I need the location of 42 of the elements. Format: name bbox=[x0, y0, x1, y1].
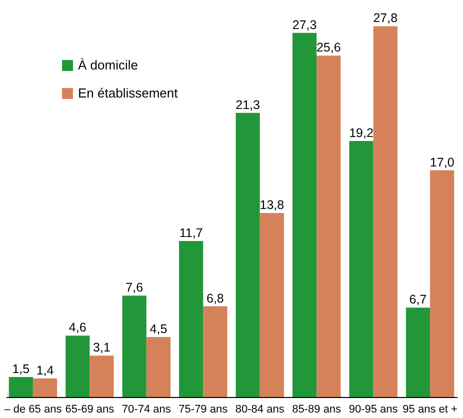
bar bbox=[373, 26, 398, 397]
bar bbox=[179, 240, 204, 397]
bar bbox=[146, 336, 171, 397]
data-label: 4,5 bbox=[150, 322, 168, 336]
x-tick-label: – de 65 ans bbox=[4, 404, 62, 416]
bar bbox=[90, 356, 114, 397]
x-tick-label: 85-89 ans bbox=[292, 404, 342, 416]
data-label: 11,7 bbox=[179, 226, 203, 240]
bar bbox=[430, 170, 454, 397]
data-label: 1,4 bbox=[36, 363, 54, 378]
data-label: 7,6 bbox=[126, 280, 144, 295]
bar bbox=[203, 306, 228, 397]
bar bbox=[66, 336, 90, 397]
data-label: 3,1 bbox=[93, 340, 110, 355]
bar bbox=[316, 56, 341, 397]
data-label: 25,6 bbox=[316, 40, 341, 55]
x-tick-label: 90-95 ans bbox=[348, 404, 398, 416]
data-label: 27,8 bbox=[373, 11, 398, 26]
bar bbox=[292, 32, 317, 397]
x-tick-label: 75-79 ans bbox=[178, 404, 228, 416]
bar bbox=[32, 378, 58, 397]
data-label: 4,6 bbox=[68, 320, 86, 335]
data-label: 6,8 bbox=[206, 291, 224, 306]
x-tick-label: 80-84 ans bbox=[235, 404, 285, 416]
data-label: 27,3 bbox=[292, 18, 317, 32]
bar bbox=[349, 140, 374, 397]
bar bbox=[236, 112, 260, 397]
x-tick-label: 70-74 ans bbox=[122, 404, 172, 416]
legend-label: En établissement bbox=[78, 86, 178, 100]
legend-label: À domicile bbox=[78, 58, 138, 72]
x-tick-label: 95 ans et + bbox=[402, 404, 458, 416]
data-label: 17,0 bbox=[430, 155, 454, 170]
bar bbox=[8, 376, 33, 397]
data-label: 21,3 bbox=[236, 98, 260, 112]
x-tick-label: 65-69 ans bbox=[65, 404, 115, 416]
bar bbox=[260, 212, 284, 397]
data-label: 19,2 bbox=[349, 126, 374, 140]
data-label: 6,7 bbox=[409, 292, 427, 307]
bar bbox=[406, 308, 430, 397]
data-label: 13,8 bbox=[260, 198, 284, 212]
bar bbox=[122, 296, 146, 397]
data-label: 1,5 bbox=[12, 362, 30, 376]
